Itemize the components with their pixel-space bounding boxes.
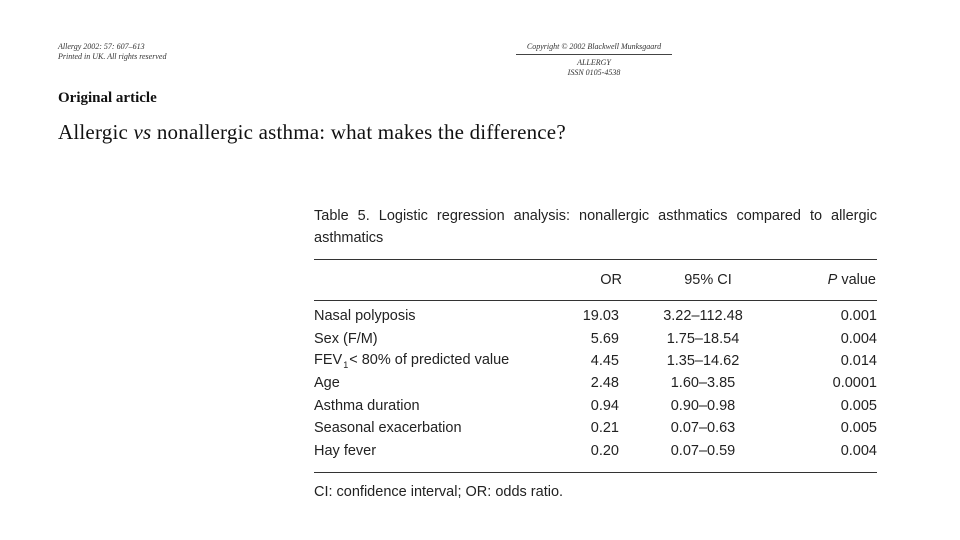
row-p: 0.004 (840, 442, 877, 459)
copyright-block: Copyright © 2002 Blackwell Munksgaard AL… (516, 42, 672, 78)
table-row: Asthma duration 0.94 0.90–0.98 0.005 (314, 395, 877, 417)
row-label: Age (314, 375, 340, 392)
table-row: FEV1< 80% of predicted value 4.45 1.35–1… (314, 350, 877, 372)
row-ci: 1.75–18.54 (666, 330, 740, 347)
journal-citation: Allergy 2002: 57: 607–613 (58, 42, 145, 51)
fev-subscript: 1 (343, 359, 349, 370)
caption-line-1: Table 5. Logistic regression analysis: n… (314, 208, 877, 224)
row-label: FEV1< 80% of predicted value (314, 350, 564, 372)
fev-label-rest: < 80% of predicted value (349, 351, 510, 368)
table-body: Nasal polyposis 19.03 3.22–112.48 0.001 … (314, 305, 877, 462)
title-part-2: nonallergic asthma: what makes the diffe… (151, 120, 566, 144)
copyright-rule (516, 54, 672, 55)
row-or: 19.03 (582, 308, 619, 325)
row-ci: 0.07–0.63 (670, 420, 736, 437)
row-ci: 1.35–14.62 (666, 352, 740, 369)
table-row: Nasal polyposis 19.03 3.22–112.48 0.001 (314, 305, 877, 327)
row-or: 4.45 (590, 352, 619, 369)
issn: ISSN 0105-4538 (567, 68, 621, 77)
table-row: Sex (F/M) 5.69 1.75–18.54 0.004 (314, 327, 877, 349)
table-row: Age 2.48 1.60–3.85 0.0001 (314, 372, 877, 394)
header-row: OR 95% CI P value (314, 260, 877, 300)
header-ci: 95% CI (684, 272, 732, 288)
row-p: 0.0001 (832, 375, 877, 392)
row-p: 0.004 (840, 330, 877, 347)
header-variable (314, 260, 566, 300)
row-label: Sex (F/M) (314, 330, 378, 347)
header-p-rest: value (837, 272, 876, 288)
row-ci: 1.60–3.85 (670, 375, 736, 392)
row-or: 0.21 (590, 420, 619, 437)
table-row: Hay fever 0.20 0.07–0.59 0.004 (314, 439, 877, 461)
row-ci: 0.90–0.98 (670, 397, 736, 414)
table-caption: Table 5. Logistic regression analysis: n… (314, 205, 877, 249)
fev-label: FEV (314, 351, 343, 368)
copyright-text: Copyright © 2002 Blackwell Munksgaard (526, 42, 662, 51)
article-title: Allergic vs nonallergic asthma: what mak… (58, 120, 566, 145)
regression-table: Table 5. Logistic regression analysis: n… (314, 205, 877, 501)
section-label: Original article (58, 90, 157, 106)
table-header-rule (314, 300, 877, 301)
journal-reference: Allergy 2002: 57: 607–613 Printed in UK.… (58, 42, 166, 62)
table-footnote: CI: confidence interval; OR: odds ratio. (314, 483, 564, 500)
row-label: Hay fever (314, 442, 377, 459)
row-or: 0.94 (590, 397, 619, 414)
header-p-value: P value (793, 260, 877, 300)
row-or: 5.69 (590, 330, 619, 347)
row-or: 0.20 (590, 442, 619, 459)
row-ci: 3.22–112.48 (663, 308, 743, 325)
row-label: Nasal polyposis (314, 308, 416, 325)
row-p: 0.014 (840, 352, 877, 369)
header-p-italic: P (827, 272, 838, 288)
table-top-rule (314, 259, 877, 260)
row-ci: 0.07–0.59 (670, 442, 736, 459)
journal-rights: Printed in UK. All rights reserved (58, 52, 167, 61)
row-label: Seasonal exacerbation (314, 420, 462, 437)
table-bottom-rule (314, 471, 877, 473)
journal-name: ALLERGY (577, 58, 611, 67)
caption-line-2: asthmatics (314, 230, 384, 246)
title-part-1: Allergic (58, 120, 134, 144)
header-or: OR (600, 272, 622, 288)
row-p: 0.001 (840, 308, 877, 325)
row-label: Asthma duration (314, 397, 420, 414)
title-vs: vs (133, 120, 152, 144)
row-or: 2.48 (590, 375, 619, 392)
row-p: 0.005 (840, 397, 877, 414)
table-row: Seasonal exacerbation 0.21 0.07–0.63 0.0… (314, 417, 877, 439)
table-header: OR 95% CI P value (314, 260, 877, 300)
row-p: 0.005 (840, 420, 877, 437)
